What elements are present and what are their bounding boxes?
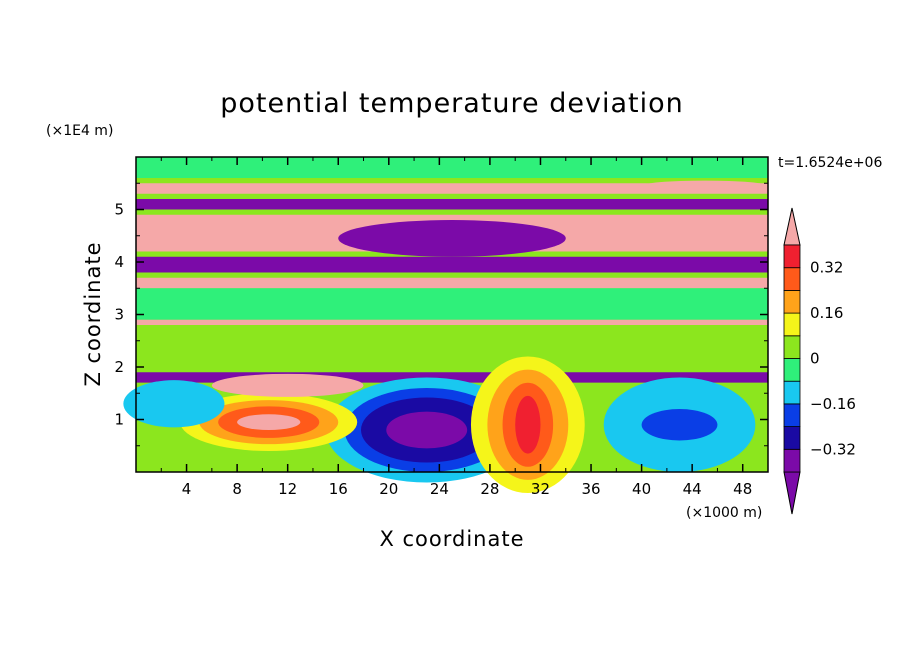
y-tick-label: 5 xyxy=(114,201,124,219)
colorbar: −0.32 −0.16 0 0.16 0.32 xyxy=(783,207,856,515)
colorbar-swatch xyxy=(783,312,801,337)
y-unit-label: (×1E4 m) xyxy=(46,123,113,139)
colorbar-tick-label: −0.32 xyxy=(810,440,856,458)
field-band xyxy=(136,319,768,325)
colorbar-tick-label: 0.32 xyxy=(810,259,843,277)
field-contour xyxy=(123,380,225,428)
field-contour xyxy=(386,411,468,449)
field-contour xyxy=(338,220,566,257)
x-tick-label: 40 xyxy=(632,480,651,498)
x-unit-label: (×1000 m) xyxy=(686,505,762,521)
colorbar-swatch xyxy=(783,289,801,314)
x-tick-label: 4 xyxy=(182,480,192,498)
colorbar-tick-label: 0.16 xyxy=(810,304,843,322)
y-tick-label: 3 xyxy=(114,306,124,324)
colorbar-swatch xyxy=(783,244,801,269)
colorbar-swatch xyxy=(783,358,801,382)
colorbar-swatch xyxy=(783,426,801,450)
field-band xyxy=(136,325,768,367)
field-band xyxy=(136,199,768,210)
colorbar-swatch xyxy=(783,335,801,359)
colorbar-swatch xyxy=(783,403,801,427)
field-band xyxy=(136,256,768,273)
x-tick-label: 28 xyxy=(480,480,499,498)
x-axis-ticks: 4 8 12 16 20 24 28 32 36 40 44 48 xyxy=(160,157,752,498)
x-tick-label: 36 xyxy=(581,480,600,498)
x-tick-label: 44 xyxy=(683,480,702,498)
time-label: t=1.6524e+06 xyxy=(778,155,882,171)
colorbar-tick-label: −0.16 xyxy=(810,395,856,413)
y-axis-ticks: 1 2 3 4 5 xyxy=(114,182,768,447)
colorbar-swatch xyxy=(783,448,801,473)
x-axis-label: X coordinate xyxy=(379,527,524,551)
field-contour xyxy=(641,409,718,441)
colorbar-swatch xyxy=(783,267,801,291)
chart-title: potential temperature deviation xyxy=(220,88,683,119)
field-band xyxy=(136,183,768,194)
x-tick-label: 24 xyxy=(430,480,449,498)
x-tick-label: 48 xyxy=(733,480,752,498)
y-axis-label: Z coordinate xyxy=(81,241,105,386)
colorbar-lower-extension xyxy=(783,471,801,515)
field-band xyxy=(136,372,768,383)
field-contour xyxy=(515,395,541,454)
field-contour xyxy=(211,373,364,397)
colorbar-tick-label: 0 xyxy=(810,350,820,368)
field-contour xyxy=(237,414,301,430)
y-tick-label: 4 xyxy=(114,253,124,271)
contour-field xyxy=(123,157,768,493)
x-tick-label: 12 xyxy=(278,480,297,498)
colorbar-swatch xyxy=(783,380,801,405)
field-band xyxy=(136,157,768,178)
field-contour xyxy=(641,180,768,192)
x-tick-label: 32 xyxy=(531,480,550,498)
y-tick-label: 1 xyxy=(114,411,124,429)
x-tick-label: 8 xyxy=(232,480,242,498)
colorbar-upper-extension xyxy=(783,207,801,246)
x-tick-label: 16 xyxy=(329,480,348,498)
field-band xyxy=(136,288,768,320)
y-tick-label: 2 xyxy=(114,358,124,376)
field-band xyxy=(136,277,768,289)
x-tick-label: 20 xyxy=(379,480,398,498)
